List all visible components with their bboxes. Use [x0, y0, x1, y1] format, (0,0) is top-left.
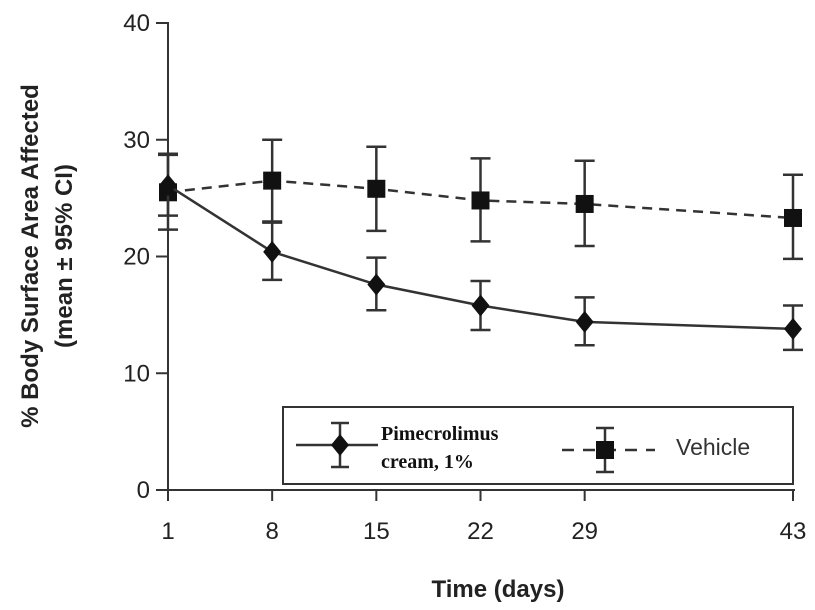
data-point-vehicle	[367, 179, 386, 198]
data-point-pimecrolimus	[471, 294, 490, 317]
data-point-pimecrolimus	[159, 174, 177, 197]
x-tick-label: 29	[571, 518, 598, 545]
data-point-pimecrolimus	[367, 273, 386, 296]
data-point-pimecrolimus	[575, 310, 594, 333]
legend-marker-diamond	[331, 434, 349, 456]
legend-label-vehicle: Vehicle	[676, 434, 750, 460]
y-tick-label: 20	[123, 244, 150, 271]
legend-marker-square	[596, 441, 614, 459]
x-tick-label: 8	[265, 518, 278, 545]
data-point-vehicle	[784, 208, 802, 227]
y-axis-title-line1: % Body Surface Area Affected	[17, 84, 44, 428]
legend-label-pimecrolimus-line1: Pimecrolimus	[381, 423, 499, 445]
series-line-vehicle	[167, 179, 794, 220]
legend-symbol-pimecrolimus	[296, 421, 378, 469]
data-point-pimecrolimus	[784, 317, 802, 340]
series-line-pimecrolimus	[167, 184, 794, 331]
x-axis-title: Time (days)	[432, 576, 565, 603]
y-ticks: 0 10 20 30 40	[123, 10, 168, 504]
data-point-vehicle	[471, 191, 490, 210]
y-tick-label: 10	[123, 360, 150, 387]
y-axis-title-line2: (mean ± 95% CI)	[51, 164, 78, 348]
legend-symbol-vehicle	[562, 426, 655, 474]
x-tick-label: 15	[363, 518, 390, 545]
y-tick-label: 30	[123, 127, 150, 154]
series-pimecrolimus	[158, 153, 803, 352]
x-tick-label: 22	[467, 518, 494, 545]
x-ticks: 1 8 15 22 29 43	[161, 490, 806, 545]
series-layer	[158, 138, 803, 352]
data-point-vehicle	[575, 194, 594, 213]
y-tick-label: 0	[137, 477, 150, 504]
y-tick-label: 40	[123, 10, 150, 37]
legend-label-pimecrolimus-line2: cream, 1%	[381, 451, 474, 473]
legend: Pimecrolimus cream, 1% Vehicle	[282, 406, 794, 485]
data-point-vehicle	[263, 171, 282, 190]
x-tick-label: 43	[780, 518, 807, 545]
x-tick-label: 1	[161, 518, 174, 545]
data-point-pimecrolimus	[263, 240, 282, 263]
